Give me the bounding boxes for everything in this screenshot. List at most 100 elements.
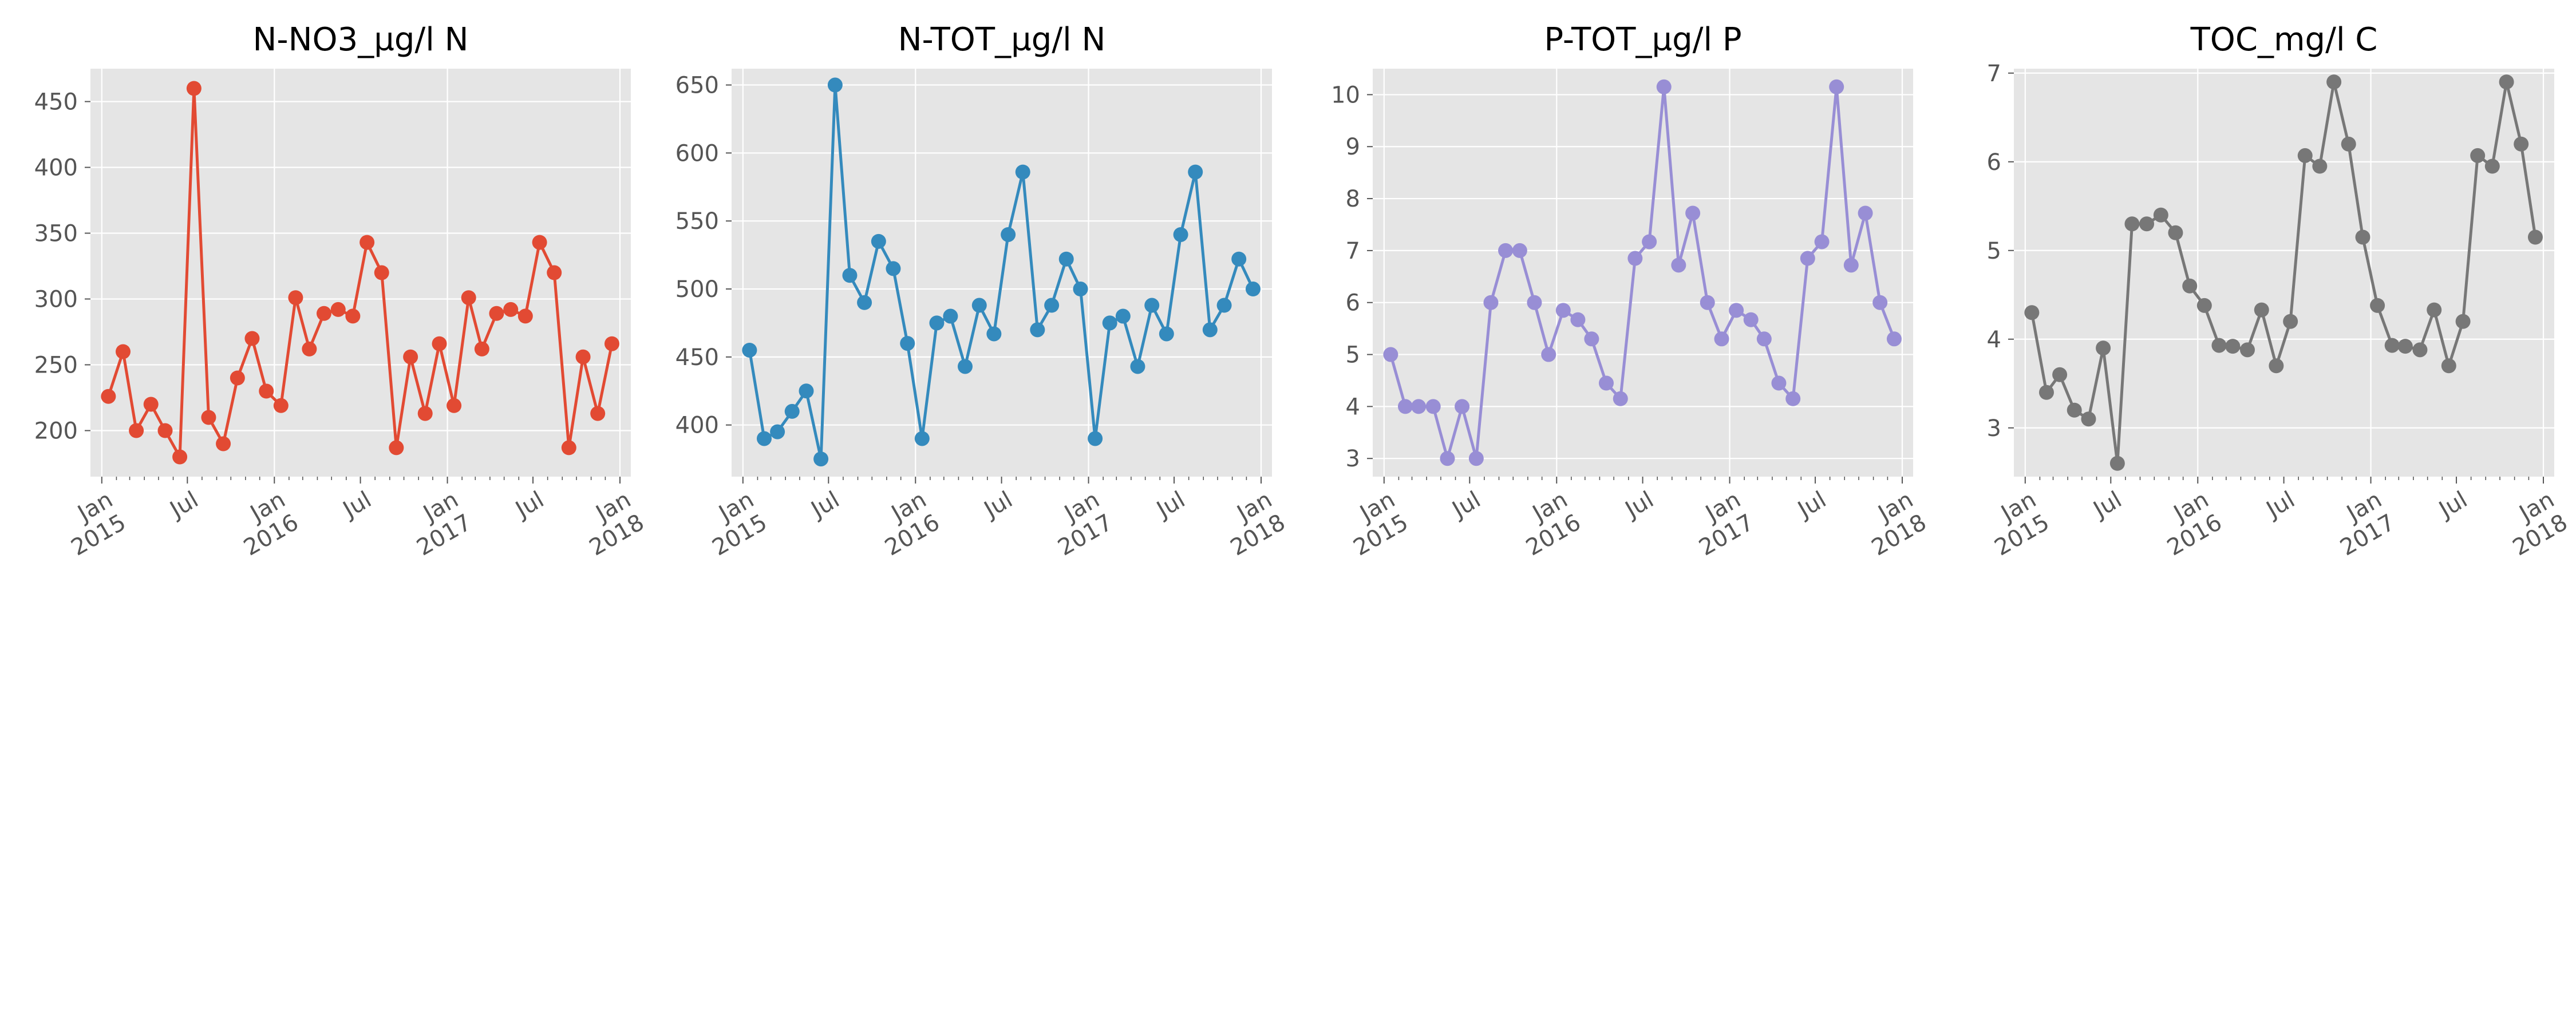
- data-point: [1397, 399, 1413, 414]
- data-point: [2412, 342, 2428, 358]
- x-tick-label-line: Jul: [2261, 486, 2299, 524]
- y-tick-label: 500: [675, 276, 719, 303]
- data-point: [1872, 295, 1888, 310]
- data-point: [1541, 347, 1556, 362]
- data-point: [403, 349, 418, 365]
- x-tick-label-line: Jul: [2088, 486, 2126, 524]
- data-point: [2312, 159, 2328, 174]
- data-point: [1512, 243, 1527, 258]
- data-point: [2427, 302, 2442, 318]
- data-point: [2052, 367, 2068, 382]
- x-tick-label-line: Jul: [1151, 486, 1190, 524]
- data-point: [2470, 148, 2486, 163]
- data-point: [230, 370, 245, 386]
- data-point: [813, 451, 829, 467]
- data-point: [1570, 312, 1586, 327]
- y-tick-label: 450: [34, 89, 78, 116]
- data-point: [2283, 314, 2298, 329]
- x-tick-label: Jul: [805, 486, 844, 524]
- data-point: [2096, 340, 2111, 356]
- y-tick-label: 300: [34, 287, 78, 313]
- data-point: [842, 268, 858, 283]
- data-point: [2182, 278, 2198, 294]
- plot-area: [2014, 69, 2554, 477]
- data-point: [447, 398, 462, 413]
- data-point: [2153, 207, 2168, 223]
- data-point: [129, 423, 144, 438]
- y-tick-label: 10: [1331, 82, 1360, 108]
- x-tick-label: Jul: [978, 486, 1017, 524]
- x-tick-label-line: Jul: [164, 486, 203, 524]
- data-point: [2109, 455, 2125, 471]
- data-point: [201, 410, 216, 425]
- x-tick-label-line: Jul: [337, 486, 376, 524]
- data-point: [2326, 74, 2342, 90]
- y-tick-label: 6: [1346, 290, 1360, 316]
- chart-title: N-TOT_µg/l N: [898, 21, 1106, 58]
- data-point: [2168, 225, 2183, 240]
- data-point: [1440, 451, 1455, 466]
- data-point: [1829, 79, 1844, 94]
- chart-title: N-NO3_µg/l N: [253, 21, 469, 58]
- data-point: [2527, 229, 2543, 245]
- y-tick-label: 250: [34, 352, 78, 379]
- x-tick-label-line: Jul: [805, 486, 844, 524]
- data-point: [1555, 303, 1571, 318]
- series-line: [748, 84, 1255, 461]
- data-point: [914, 431, 930, 446]
- data-point: [827, 77, 843, 93]
- data-point: [2370, 298, 2385, 313]
- data-point: [2297, 148, 2313, 163]
- data-point: [474, 341, 489, 356]
- data-point: [1498, 243, 1514, 258]
- data-point: [756, 431, 772, 446]
- y-tick-label: 6: [1987, 149, 2001, 176]
- y-tick-label: 650: [675, 73, 719, 99]
- data-point: [986, 326, 1002, 342]
- data-point: [929, 315, 945, 331]
- data-point: [1173, 227, 1188, 242]
- data-point: [2514, 136, 2529, 152]
- data-point: [1188, 164, 1203, 180]
- data-point: [1216, 298, 1232, 313]
- data-point: [1231, 251, 1247, 267]
- data-point: [770, 424, 785, 439]
- data-point: [345, 308, 361, 324]
- data-point: [1756, 331, 1772, 347]
- data-point: [1685, 205, 1701, 221]
- data-point: [1729, 303, 1744, 318]
- data-point: [2139, 216, 2155, 232]
- x-tick-label: Jul: [337, 486, 376, 524]
- data-point: [1886, 331, 1902, 347]
- y-tick-label: 4: [1346, 394, 1360, 420]
- data-point: [216, 436, 231, 451]
- data-point: [1700, 295, 1715, 310]
- data-point: [1858, 205, 1873, 221]
- data-point: [259, 383, 274, 399]
- data-point: [461, 290, 476, 306]
- data-point: [590, 406, 606, 421]
- data-point: [2397, 339, 2413, 354]
- x-tick-label: Jul: [510, 486, 548, 524]
- y-tick-label: 8: [1346, 186, 1360, 212]
- data-point: [244, 331, 260, 346]
- data-point: [330, 302, 346, 317]
- y-tick-label: 3: [1346, 446, 1360, 472]
- y-tick-label: 9: [1346, 134, 1360, 160]
- data-point: [143, 397, 159, 412]
- data-point: [2441, 358, 2456, 374]
- data-point: [302, 341, 317, 356]
